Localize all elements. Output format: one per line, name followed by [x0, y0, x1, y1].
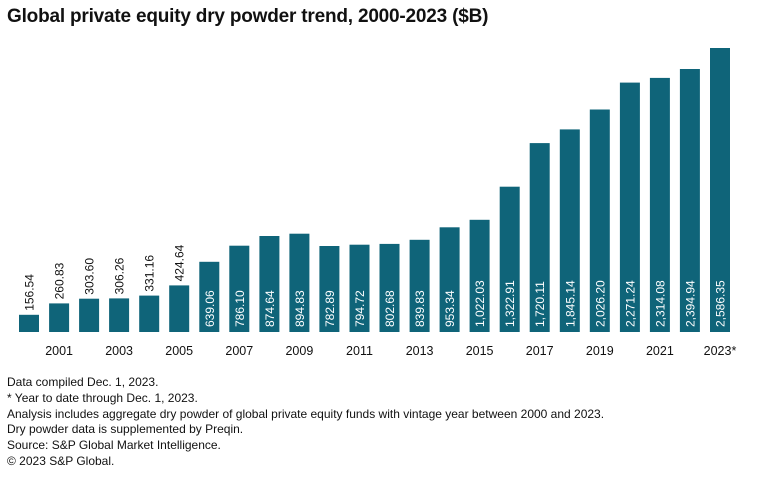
- value-label-2013: 839.83: [413, 290, 427, 327]
- bar-2005: [169, 285, 190, 332]
- value-label-2012: 802.68: [383, 290, 397, 327]
- bar-chart: 156.54 260.83 303.60 306.26 331.16 424.64 639.…: [19, 48, 737, 358]
- value-label-2004: 331.16: [143, 255, 157, 292]
- bar-2007: [229, 245, 250, 332]
- value-label-2010: 782.89: [323, 290, 337, 327]
- x-tick-label: 2007: [225, 344, 253, 358]
- value-label-2003: 306.26: [113, 257, 127, 294]
- bar-2020: [619, 82, 640, 332]
- x-tick-label: 2023*: [704, 344, 737, 358]
- bar-2002: [79, 298, 100, 332]
- value-label-2008: 874.64: [263, 290, 277, 327]
- x-tick-label: 2009: [285, 344, 313, 358]
- value-label-2018: 1,845.14: [563, 280, 577, 327]
- bar-2018: [559, 129, 580, 332]
- bar-2013: [409, 239, 430, 332]
- value-label-2014: 953.34: [443, 290, 457, 327]
- value-label-2005: 424.64: [173, 244, 187, 281]
- bar-2008: [259, 236, 280, 332]
- value-label-2015: 1,022.03: [473, 280, 487, 327]
- value-label-2007: 786.10: [233, 290, 247, 327]
- x-tick-label: 2013: [406, 344, 434, 358]
- bar-2017: [529, 143, 550, 332]
- x-tick-label: 2019: [586, 344, 614, 358]
- bar-2015: [469, 219, 490, 332]
- value-label-2000: 156.54: [23, 274, 37, 311]
- value-label-2019: 2,026.20: [593, 280, 607, 327]
- value-label-2016: 1,322.91: [503, 280, 517, 327]
- bar-2022: [679, 69, 700, 332]
- bar-2014: [439, 227, 460, 332]
- x-tick-label: 2001: [45, 344, 73, 358]
- footnote-compiled: Data compiled Dec. 1, 2023.: [7, 375, 159, 389]
- x-tick-label: 2003: [105, 344, 133, 358]
- x-tick-label: 2011: [346, 344, 373, 358]
- bar-2001: [49, 303, 70, 332]
- footnote-analysis: Analysis includes aggregate dry powder o…: [7, 406, 605, 421]
- value-label-2009: 894.83: [293, 290, 307, 327]
- bar-2004: [139, 295, 160, 332]
- value-label-2017: 1,720.11: [533, 281, 547, 327]
- x-tick-label: 2021: [646, 344, 674, 358]
- value-label-2022: 2,394.94: [683, 280, 697, 327]
- footnotes: Data compiled Dec. 1, 2023. * Year to da…: [7, 375, 604, 470]
- bar-2019: [589, 109, 610, 332]
- footnote-ytd: * Year to date through Dec. 1, 2023.: [7, 390, 198, 405]
- bar-2010: [319, 246, 340, 332]
- bar-2009: [289, 233, 310, 332]
- bar-2011: [349, 244, 370, 332]
- x-tick-label: 2017: [526, 344, 554, 358]
- bar-2000: [19, 314, 39, 332]
- footnote-source: Source: S&P Global Market Intelligence.: [7, 438, 221, 453]
- value-label-2023*: 2,586.35: [714, 280, 728, 327]
- bar-2016: [499, 186, 520, 332]
- bar-2012: [379, 243, 400, 332]
- bar-2006: [199, 261, 220, 332]
- value-label-2021: 2,314.08: [653, 280, 667, 327]
- bar-2003: [109, 298, 130, 332]
- bar-2023*: [710, 48, 730, 332]
- bar-2021: [649, 77, 670, 333]
- value-label-2006: 639.06: [203, 290, 217, 327]
- value-label-2020: 2,271.24: [623, 280, 637, 327]
- footnote-preqin: Dry powder data is supplemented by Preqi…: [7, 422, 244, 437]
- value-label-2011: 794.72: [353, 290, 367, 327]
- value-label-2001: 260.83: [53, 262, 67, 299]
- chart-title: Global private equity dry powder trend, …: [7, 6, 489, 27]
- x-tick-label: 2015: [466, 344, 494, 358]
- footnote-copyright: © 2023 S&P Global.: [7, 453, 115, 468]
- x-tick-label: 2005: [165, 344, 193, 358]
- value-label-2002: 303.60: [83, 258, 97, 295]
